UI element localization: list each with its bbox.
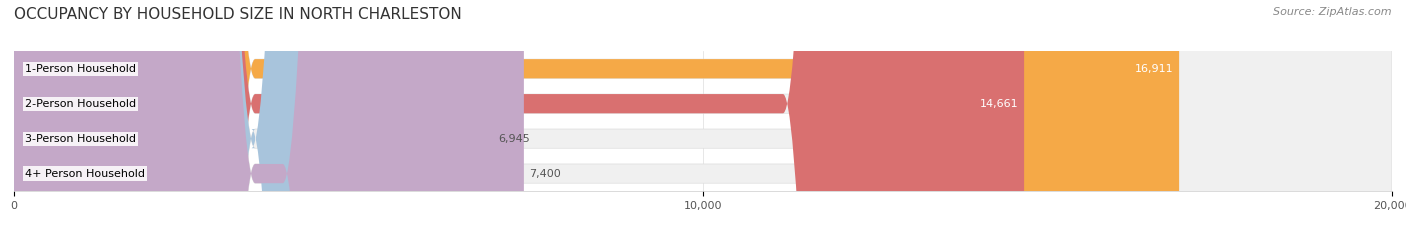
- FancyBboxPatch shape: [14, 0, 492, 233]
- FancyBboxPatch shape: [14, 0, 1024, 233]
- Text: OCCUPANCY BY HOUSEHOLD SIZE IN NORTH CHARLESTON: OCCUPANCY BY HOUSEHOLD SIZE IN NORTH CHA…: [14, 7, 461, 22]
- FancyBboxPatch shape: [14, 0, 1392, 233]
- Text: 3-Person Household: 3-Person Household: [25, 134, 136, 144]
- FancyBboxPatch shape: [14, 0, 1392, 233]
- Text: 6,945: 6,945: [498, 134, 530, 144]
- Text: 7,400: 7,400: [530, 169, 561, 178]
- FancyBboxPatch shape: [14, 0, 1392, 233]
- FancyBboxPatch shape: [14, 0, 1180, 233]
- Text: 16,911: 16,911: [1135, 64, 1174, 74]
- Text: 2-Person Household: 2-Person Household: [25, 99, 136, 109]
- Text: 14,661: 14,661: [980, 99, 1018, 109]
- FancyBboxPatch shape: [14, 0, 524, 233]
- Text: Source: ZipAtlas.com: Source: ZipAtlas.com: [1274, 7, 1392, 17]
- Text: 1-Person Household: 1-Person Household: [25, 64, 136, 74]
- FancyBboxPatch shape: [14, 0, 1392, 233]
- Text: 4+ Person Household: 4+ Person Household: [25, 169, 145, 178]
